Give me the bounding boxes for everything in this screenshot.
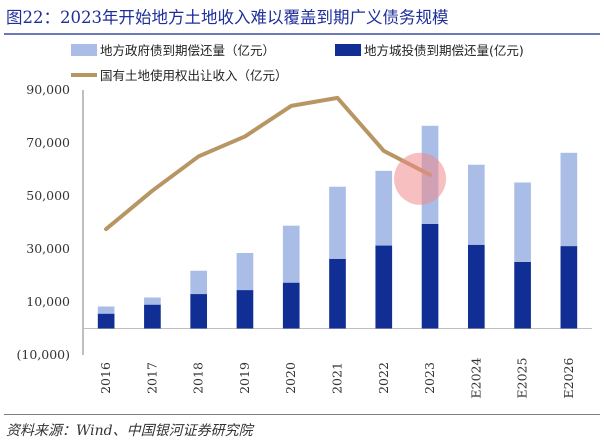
bar-city-bond [144, 304, 161, 329]
bar-city-bond [560, 246, 578, 329]
axes: (10,000) 10,000 30,000 50,000 70,000 90,000 20… [17, 82, 592, 399]
bar-city-bond [282, 282, 300, 329]
x-tick-label: 2018 [191, 362, 206, 394]
y-tick-label: 10,000 [26, 294, 70, 309]
y-tick-label: 70,000 [26, 135, 70, 150]
bar-city-bond [190, 294, 208, 329]
x-tick-label: 2016 [98, 362, 113, 394]
x-tick-label: 2022 [376, 362, 391, 394]
bar-city-bond [467, 244, 485, 329]
bar-gov-bond [467, 164, 485, 245]
bar-gov-bond [560, 152, 578, 247]
legend: 地方政府债到期偿还量（亿元） 地方城投债到期偿还量(亿元) 国有土地使用权出让收… [71, 43, 524, 83]
x-tick-label: E2025 [515, 358, 530, 399]
bar-city-bond [329, 258, 346, 329]
line-series [104, 95, 432, 232]
bar-city-bond [97, 313, 115, 329]
legend-label-land-revenue: 国有土地使用权出让收入（亿元） [100, 68, 288, 83]
x-tick-label: E2026 [561, 357, 576, 398]
bar-gov-bond [144, 297, 161, 305]
bar-city-bond [421, 223, 439, 329]
legend-label-city-bond: 地方城投债到期偿还量(亿元) [364, 43, 524, 58]
bar-gov-bond [514, 182, 531, 262]
bar-gov-bond [375, 170, 393, 246]
bars [97, 125, 578, 329]
bar-gov-bond [329, 186, 346, 259]
x-tick-label: 2021 [330, 362, 345, 394]
bar-gov-bond [236, 252, 254, 291]
title-rule [4, 33, 600, 35]
x-tick-label: E2024 [468, 357, 483, 398]
legend-swatch-gov-bond [71, 44, 97, 56]
bar-gov-bond [282, 225, 300, 283]
bar-city-bond [375, 245, 393, 329]
y-tick-label: (10,000) [17, 347, 71, 362]
x-tick-label: 2019 [237, 362, 252, 394]
annotations [394, 152, 447, 205]
x-tick-label: 2020 [283, 362, 298, 394]
y-tick-label: 90,000 [26, 82, 70, 97]
chart: 地方政府债到期偿还量（亿元） 地方城投债到期偿还量(亿元) 国有土地使用权出让收… [17, 43, 592, 399]
legend-swatch-city-bond [335, 44, 361, 56]
bar-gov-bond [190, 270, 208, 295]
x-tick-label: 2017 [144, 362, 159, 394]
legend-label-gov-bond: 地方政府债到期偿还量（亿元） [100, 43, 275, 58]
y-tick-label: 30,000 [26, 241, 70, 256]
bar-city-bond [236, 290, 254, 329]
highlight-circle [394, 152, 447, 205]
y-tick-label: 50,000 [26, 188, 70, 203]
line-land-revenue [104, 95, 432, 232]
bar-city-bond [514, 261, 531, 329]
figure-title: 图22：2023年开始地方土地收入难以覆盖到期广义债务规模 [6, 8, 449, 27]
bar-gov-bond [97, 306, 115, 314]
x-tick-label: 2023 [422, 362, 437, 394]
source-note: 资料来源：Wind、中国银河证券研究院 [6, 423, 253, 439]
source-rule [4, 414, 600, 415]
